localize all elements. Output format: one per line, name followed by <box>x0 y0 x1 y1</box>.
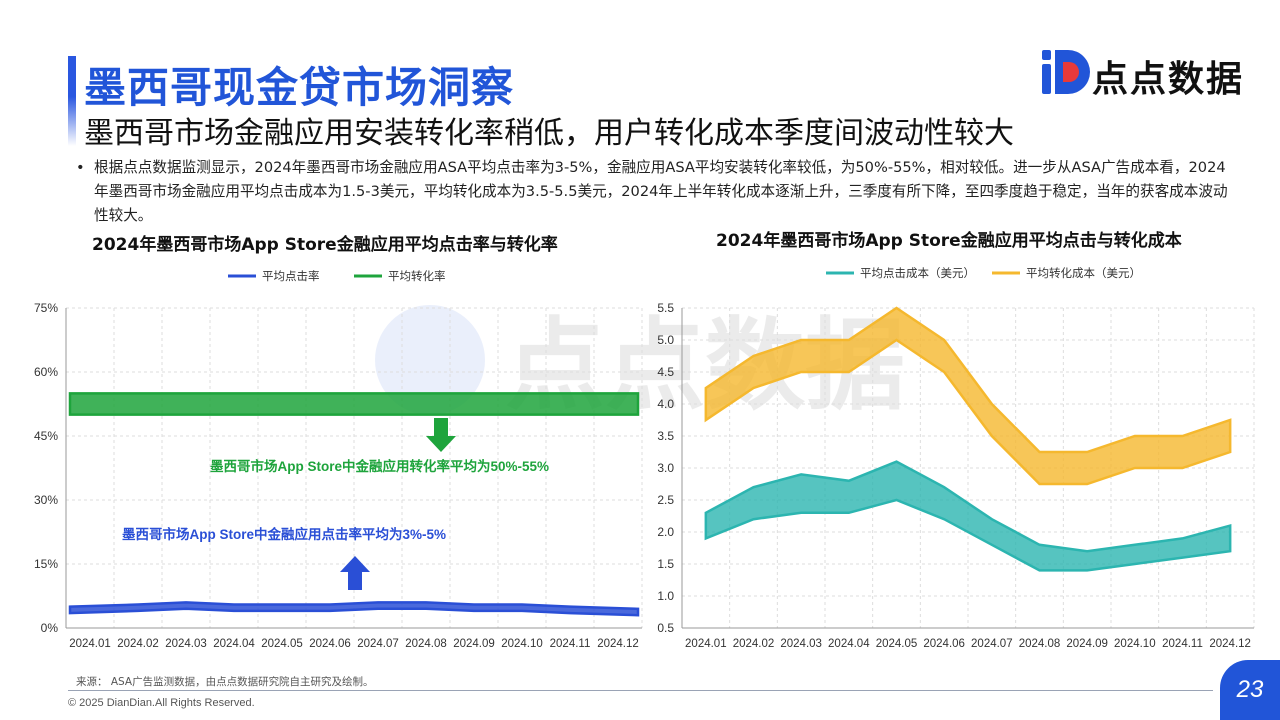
y-tick-label: 0.5 <box>657 621 674 635</box>
page-title: 墨西哥现金贷市场洞察 <box>84 63 515 112</box>
x-tick-label: 2024.08 <box>1019 638 1061 650</box>
y-tick-label: 45% <box>34 429 58 443</box>
x-tick-label: 2024.06 <box>923 638 965 650</box>
x-tick-label: 2024.06 <box>309 638 351 650</box>
right-chart-title: 2024年墨西哥市场App Store金融应用平均点击与转化成本 <box>716 231 1182 251</box>
legend-label-1: 平均转化成本（美元） <box>1026 266 1141 280</box>
x-tick-label: 2024.07 <box>357 638 399 650</box>
y-tick-label: 60% <box>34 365 58 379</box>
x-tick-label: 2024.10 <box>1114 638 1156 650</box>
x-tick-label: 2024.04 <box>828 638 870 650</box>
x-tick-label: 2024.07 <box>971 638 1013 650</box>
x-tick-label: 2024.03 <box>780 638 822 650</box>
y-tick-label: 3.0 <box>657 461 674 475</box>
legend-label-1: 平均转化率 <box>388 269 446 283</box>
x-tick-label: 2024.05 <box>876 638 918 650</box>
x-tick-label: 2024.02 <box>117 638 159 650</box>
x-tick-label: 2024.09 <box>453 638 495 650</box>
series-band-1 <box>704 306 1232 486</box>
summary-text: 根据点点数据监测显示，2024年墨西哥市场金融应用ASA平均点击率为3-5%，金… <box>94 159 1228 224</box>
x-tick-label: 2024.12 <box>1209 638 1251 650</box>
y-tick-label: 4.0 <box>657 397 674 411</box>
arrow-up-icon <box>340 556 370 590</box>
page-subtitle: 墨西哥市场金融应用安装转化率稍低，用户转化成本季度间波动性较大 <box>84 116 1014 151</box>
title-accent-bar <box>68 56 76 146</box>
x-tick-label: 2024.08 <box>405 638 447 650</box>
x-tick-label: 2024.01 <box>69 638 111 650</box>
copyright: © 2025 DianDian.All Rights Reserved. <box>68 697 255 709</box>
page-number: 23 <box>1220 660 1280 720</box>
arrow-down-icon <box>426 418 456 452</box>
y-tick-label: 2.0 <box>657 525 674 539</box>
legend-label-0: 平均点击成本（美元） <box>860 266 975 280</box>
x-tick-label: 2024.02 <box>733 638 775 650</box>
y-tick-label: 2.5 <box>657 493 674 507</box>
y-tick-label: 5.5 <box>657 301 674 315</box>
y-tick-label: 75% <box>34 301 58 315</box>
x-tick-label: 2024.03 <box>165 638 207 650</box>
y-tick-label: 15% <box>34 557 58 571</box>
x-tick-label: 2024.12 <box>597 638 639 650</box>
bullet-dot: • <box>76 159 85 176</box>
x-tick-label: 2024.09 <box>1066 638 1108 650</box>
footer-divider <box>68 690 1213 691</box>
y-tick-label: 30% <box>34 493 58 507</box>
y-tick-label: 4.5 <box>657 365 674 379</box>
series-band-0 <box>68 601 640 617</box>
brand-logo-text: 点点数据 <box>1092 59 1245 100</box>
left-chart-title: 2024年墨西哥市场App Store金融应用平均点击率与转化率 <box>92 235 558 255</box>
brand-logo <box>1042 50 1090 94</box>
y-tick-label: 0% <box>41 621 59 635</box>
x-tick-label: 2024.05 <box>261 638 303 650</box>
y-tick-label: 5.0 <box>657 333 674 347</box>
series-band-0 <box>704 460 1232 572</box>
series-band-1 <box>68 392 640 416</box>
x-tick-label: 2024.11 <box>550 638 591 650</box>
y-tick-label: 1.0 <box>657 589 674 603</box>
x-tick-label: 2024.04 <box>213 638 255 650</box>
conversion-annotation: 墨西哥市场App Store中金融应用转化率平均为50%-55% <box>210 458 549 474</box>
logo-icon <box>1042 50 1090 94</box>
x-tick-label: 2024.11 <box>1162 638 1203 650</box>
y-tick-label: 1.5 <box>657 557 674 571</box>
ctr-annotation: 墨西哥市场App Store中金融应用点击率平均为3%-5% <box>122 526 446 542</box>
y-tick-label: 3.5 <box>657 429 674 443</box>
source-note: 来源： ASA广告监测数据，由点点数据研究院自主研究及绘制。 <box>76 676 374 688</box>
legend-label-0: 平均点击率 <box>262 269 320 283</box>
x-tick-label: 2024.01 <box>685 638 727 650</box>
summary-bullet: • 根据点点数据监测显示，2024年墨西哥市场金融应用ASA平均点击率为3-5%… <box>76 156 1236 228</box>
x-tick-label: 2024.10 <box>501 638 543 650</box>
